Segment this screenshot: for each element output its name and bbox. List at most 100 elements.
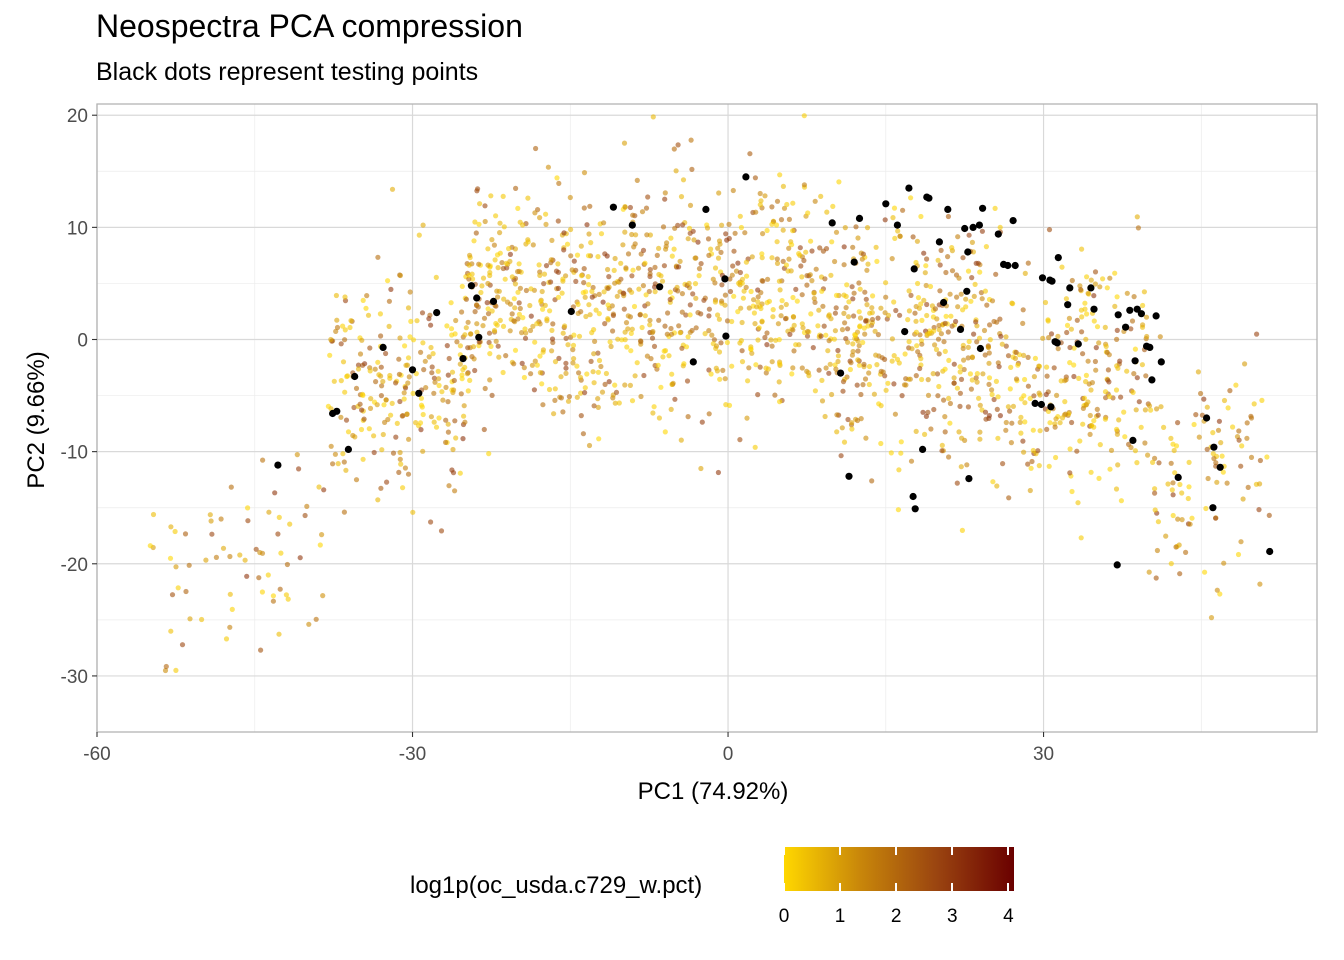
- training-point: [448, 300, 454, 306]
- training-point: [1177, 481, 1183, 488]
- training-point: [919, 317, 925, 323]
- training-point: [960, 255, 966, 261]
- training-point: [1179, 517, 1185, 523]
- training-point: [942, 348, 948, 354]
- training-point: [495, 343, 501, 349]
- training-point: [978, 290, 985, 296]
- training-point: [600, 299, 606, 305]
- training-point: [716, 190, 722, 196]
- training-point: [408, 318, 414, 324]
- training-point: [749, 254, 755, 260]
- training-point: [798, 263, 804, 269]
- training-point: [275, 531, 281, 537]
- training-point: [841, 439, 848, 445]
- training-point: [878, 368, 884, 374]
- training-point: [1071, 373, 1077, 380]
- training-point: [443, 439, 449, 445]
- training-point: [245, 505, 251, 511]
- training-point: [706, 411, 712, 417]
- training-point: [555, 294, 562, 300]
- colorbar-tick-mark: [1007, 847, 1010, 855]
- training-point: [656, 415, 663, 421]
- training-point: [548, 257, 554, 263]
- training-point: [685, 334, 691, 340]
- training-point: [914, 343, 920, 349]
- x-axis-title: PC1 (74.92%): [638, 778, 789, 805]
- training-point: [724, 339, 731, 346]
- training-point: [482, 203, 488, 209]
- training-point: [746, 305, 752, 311]
- training-point: [691, 237, 697, 243]
- training-point: [150, 511, 157, 518]
- training-point: [507, 328, 513, 334]
- training-point: [1115, 462, 1121, 468]
- training-point: [760, 278, 766, 284]
- training-point: [819, 288, 825, 294]
- training-point: [719, 298, 725, 304]
- training-point: [836, 179, 842, 185]
- training-point: [605, 302, 611, 308]
- training-point: [592, 338, 598, 344]
- training-point: [484, 300, 490, 306]
- training-point: [611, 267, 617, 273]
- training-point: [872, 328, 878, 334]
- training-point: [1138, 424, 1144, 430]
- training-point: [476, 261, 482, 267]
- training-point: [485, 311, 492, 317]
- training-point: [935, 257, 941, 263]
- training-point: [544, 316, 550, 322]
- training-point: [634, 177, 640, 183]
- training-point: [954, 480, 960, 486]
- training-point: [964, 462, 970, 468]
- training-point: [385, 278, 391, 284]
- training-point: [566, 394, 573, 400]
- testing-point: [742, 173, 750, 181]
- training-point: [658, 384, 664, 390]
- training-point: [906, 308, 913, 314]
- training-point: [341, 509, 347, 515]
- testing-point: [976, 344, 985, 353]
- training-point: [476, 221, 482, 227]
- training-point: [764, 227, 770, 234]
- training-point: [667, 289, 673, 295]
- training-point: [551, 411, 557, 417]
- training-point: [1017, 419, 1023, 425]
- training-point: [937, 262, 943, 268]
- training-point: [850, 244, 856, 250]
- training-point: [1102, 389, 1109, 395]
- training-point: [464, 371, 470, 377]
- training-point: [578, 273, 585, 279]
- training-point: [1008, 364, 1014, 370]
- training-point: [818, 193, 824, 199]
- training-point: [706, 306, 713, 312]
- training-point: [627, 382, 634, 388]
- training-point: [758, 198, 764, 204]
- training-point: [1251, 401, 1257, 407]
- training-point: [891, 299, 897, 305]
- training-point: [428, 414, 434, 420]
- training-point: [584, 222, 590, 228]
- training-point: [421, 367, 427, 373]
- training-point: [1146, 403, 1153, 409]
- training-point: [845, 314, 852, 320]
- training-point: [590, 284, 596, 291]
- training-point: [515, 205, 521, 211]
- training-point: [482, 385, 488, 392]
- training-point: [955, 304, 961, 310]
- training-point: [897, 312, 903, 318]
- training-point: [488, 343, 494, 349]
- training-point: [612, 280, 618, 286]
- training-point: [581, 205, 587, 211]
- training-point: [878, 305, 884, 311]
- training-point: [591, 380, 597, 386]
- training-point: [406, 374, 412, 380]
- training-point: [993, 271, 999, 277]
- training-point: [1187, 521, 1193, 527]
- training-point: [1027, 395, 1033, 402]
- training-point: [343, 417, 350, 423]
- training-point: [1131, 294, 1137, 300]
- training-point: [638, 339, 644, 345]
- training-point: [402, 343, 408, 349]
- training-point: [416, 232, 422, 238]
- training-point: [936, 327, 942, 333]
